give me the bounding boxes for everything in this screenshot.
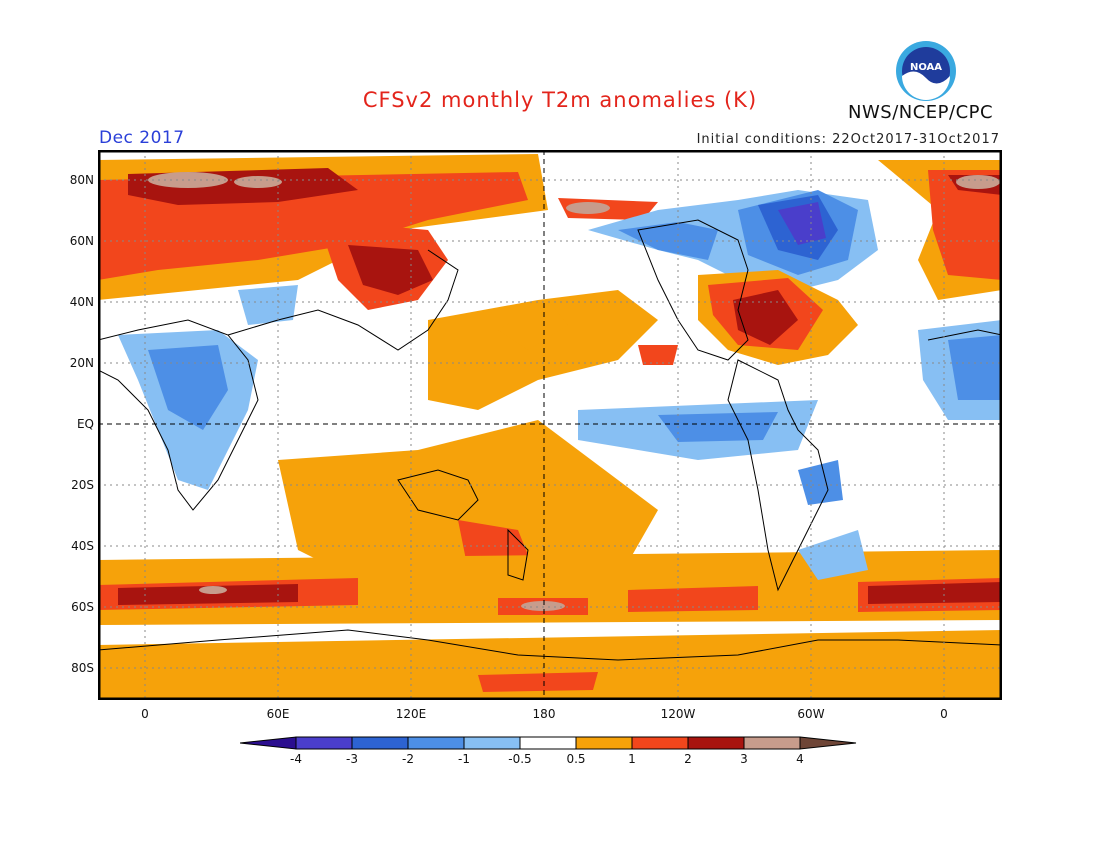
colorbar-segment — [687, 736, 745, 750]
colorbar-label: -3 — [346, 752, 358, 766]
logo-text: NOAA — [910, 62, 942, 73]
anomaly-map — [98, 150, 1002, 700]
grid-lines — [98, 150, 1002, 700]
colorbar-label: 2 — [684, 752, 692, 766]
colorbar-segment — [240, 736, 297, 750]
lat-label: 20N — [69, 356, 94, 370]
colorbar-segment — [631, 736, 689, 750]
forecast-period: Dec 2017 — [99, 128, 185, 148]
colorbar-segment — [351, 736, 409, 750]
lat-label: 60N — [69, 234, 94, 248]
lat-label: 40S — [71, 539, 94, 553]
colorbar-label: 4 — [796, 752, 804, 766]
colorbar-label: 0.5 — [566, 752, 586, 766]
africa-asia-anomaly — [118, 285, 1002, 490]
colorbar-segment — [463, 736, 521, 750]
arctic-warm-band — [98, 154, 1002, 310]
lon-label: 120W — [660, 707, 696, 721]
colorbar-label: -0.5 — [508, 752, 532, 766]
antarctica-coastline — [98, 629, 1002, 661]
noaa-logo-icon: NOAA — [896, 41, 956, 101]
lat-label: EQ — [76, 417, 94, 431]
colorbar-label: -1 — [458, 752, 470, 766]
lon-label: 0 — [141, 707, 149, 721]
lon-label: 120E — [395, 707, 427, 721]
colorbar-label: 1 — [628, 752, 636, 766]
lat-label: 60S — [71, 600, 94, 614]
initial-conditions: Initial conditions: 22Oct2017-31Oct2017 — [696, 132, 1000, 147]
colorbar-segment — [575, 736, 633, 750]
north-america-anomaly — [588, 190, 878, 365]
lat-label: 80N — [69, 173, 94, 187]
organization-label: NWS/NCEP/CPC — [848, 102, 994, 123]
colorbar — [240, 736, 857, 750]
plot-title: CFSv2 monthly T2m anomalies (K) — [362, 88, 758, 112]
lat-label: 20S — [71, 478, 94, 492]
colorbar-label: -4 — [290, 752, 302, 766]
lat-label: 80S — [71, 661, 94, 675]
lon-label: 60E — [266, 707, 290, 721]
lat-label: 40N — [69, 295, 94, 309]
colorbar-segment — [407, 736, 465, 750]
coastlines — [98, 219, 1002, 592]
colorbar-label: 3 — [740, 752, 748, 766]
colorbar-segment — [799, 736, 857, 750]
lon-label: 60W — [797, 707, 825, 721]
colorbar-segment — [295, 736, 353, 750]
colorbar-segment — [519, 736, 577, 750]
lon-label: 0 — [940, 707, 948, 721]
lon-label: 180 — [532, 707, 556, 721]
pacific-anomaly — [428, 290, 818, 460]
colorbar-label: -2 — [402, 752, 414, 766]
colorbar-segment — [743, 736, 801, 750]
